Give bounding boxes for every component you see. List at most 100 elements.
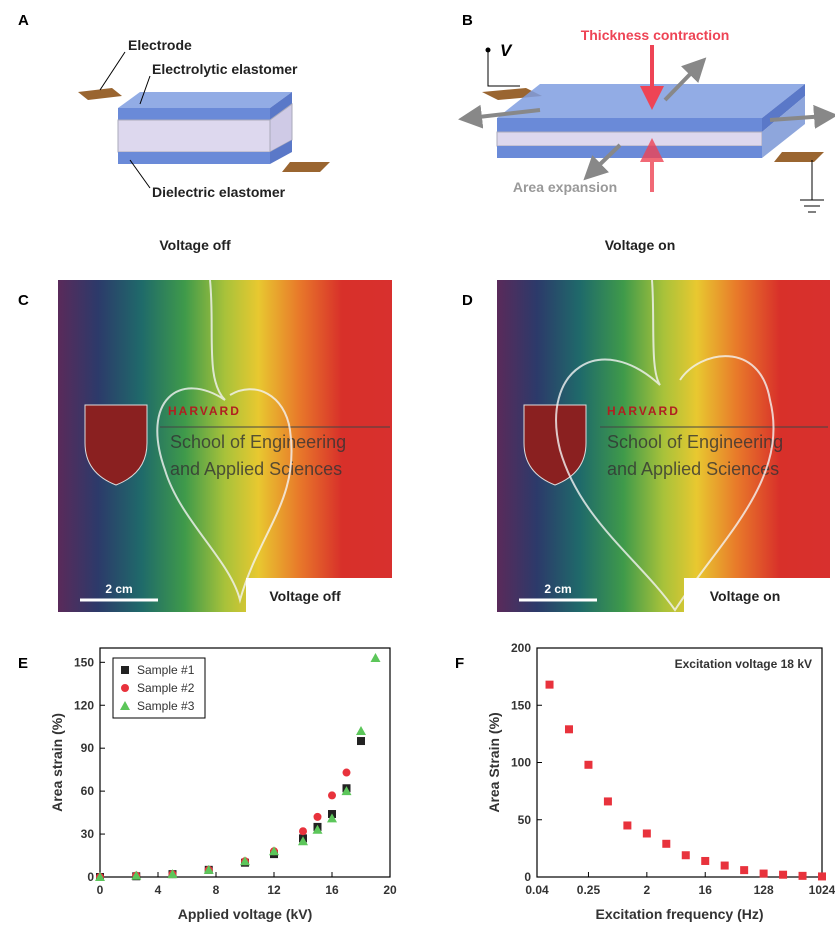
x-tick-label: 16 <box>325 883 339 897</box>
y-tick-label: 30 <box>81 827 95 841</box>
logo-text: HARVARD <box>607 404 680 418</box>
label: Area expansion <box>513 179 617 195</box>
page: A Electrode Electrolytic elastomer Diele… <box>0 0 835 939</box>
layer <box>118 108 270 120</box>
series <box>96 737 365 881</box>
x-tick-label: 0 <box>97 883 104 897</box>
point <box>343 769 351 777</box>
layer <box>497 118 762 132</box>
y-axis-label: Area strain (%) <box>49 713 65 812</box>
y-tick-label: 120 <box>74 698 94 712</box>
point <box>357 737 365 745</box>
x-tick-label: 8 <box>213 883 220 897</box>
x-tick-label: 4 <box>155 883 162 897</box>
voltage-symbol: V <box>500 41 513 60</box>
leader <box>130 160 150 188</box>
legend-label: Sample #2 <box>137 681 195 695</box>
panel-d: D HARVARD School of Engineering and Appl… <box>462 280 830 612</box>
y-tick-label: 0 <box>524 870 531 884</box>
point <box>701 857 709 865</box>
layer <box>118 120 270 152</box>
y-tick-label: 100 <box>511 756 531 770</box>
label: Electrolytic elastomer <box>152 61 298 77</box>
point <box>314 813 322 821</box>
x-axis-label: Applied voltage (kV) <box>178 906 313 922</box>
point <box>121 666 129 674</box>
logo-text: School of Engineering <box>170 432 346 452</box>
series <box>546 681 826 881</box>
x-tick-label: 0.04 <box>525 883 549 897</box>
point <box>604 797 612 805</box>
y-tick-label: 60 <box>81 784 95 798</box>
legend-label: Sample #1 <box>137 663 195 677</box>
legend: Sample #1 Sample #2 Sample #3 <box>113 658 205 718</box>
panel-b: B V Thickness contraction Area expansion… <box>462 12 826 253</box>
panel-letter: D <box>462 292 473 309</box>
point <box>721 862 729 870</box>
annotation: Excitation voltage 18 kV <box>675 657 812 671</box>
point <box>779 871 787 879</box>
point <box>799 872 807 880</box>
figure: A Electrode Electrolytic elastomer Diele… <box>0 0 835 934</box>
label: Dielectric elastomer <box>152 184 286 200</box>
caption: Voltage on <box>605 237 676 253</box>
electrode <box>282 162 330 172</box>
x-tick-label: 16 <box>699 883 713 897</box>
point <box>623 821 631 829</box>
panel-letter: A <box>18 12 29 29</box>
label: Electrode <box>128 37 192 53</box>
point <box>299 827 307 835</box>
point <box>356 726 366 735</box>
x-tick-label: 12 <box>267 883 281 897</box>
panel-a: A Electrode Electrolytic elastomer Diele… <box>18 12 330 253</box>
caption: Voltage on <box>710 588 781 604</box>
label: Thickness contraction <box>581 27 730 43</box>
point <box>760 870 768 878</box>
x-tick-label: 0.25 <box>577 883 601 897</box>
legend-label: Sample #3 <box>137 699 195 713</box>
logo-text: HARVARD <box>168 404 241 418</box>
panel-letter: F <box>455 655 464 672</box>
point <box>662 840 670 848</box>
y-tick-label: 150 <box>74 655 94 669</box>
caption: Voltage off <box>159 237 231 253</box>
logo-text: School of Engineering <box>607 432 783 452</box>
y-tick-label: 200 <box>511 641 531 655</box>
point <box>682 851 690 859</box>
panel-letter: C <box>18 292 29 309</box>
x-tick-label: 128 <box>754 883 774 897</box>
point <box>328 791 336 799</box>
series <box>96 769 351 881</box>
x-tick-label: 2 <box>643 883 650 897</box>
electrode <box>774 152 824 162</box>
logo-text: and Applied Sciences <box>607 459 779 479</box>
y-tick-label: 50 <box>518 813 532 827</box>
y-tick-label: 90 <box>81 741 95 755</box>
y-axis-label: Area Strain (%) <box>486 712 502 812</box>
point <box>121 684 129 692</box>
point <box>371 653 381 662</box>
layer <box>118 92 292 108</box>
plot-frame <box>537 648 822 877</box>
logo-text: and Applied Sciences <box>170 459 342 479</box>
panel-c: C HARVARD School of Engineering and Appl… <box>18 280 392 612</box>
point <box>565 725 573 733</box>
layer <box>497 132 762 146</box>
panel-letter: E <box>18 655 28 672</box>
scale-label: 2 cm <box>544 582 571 596</box>
point <box>546 681 554 689</box>
point <box>818 872 826 880</box>
layer <box>497 146 762 158</box>
x-axis-label: Excitation frequency (Hz) <box>595 906 763 922</box>
y-tick-label: 150 <box>511 698 531 712</box>
terminal <box>486 48 491 53</box>
scale-label: 2 cm <box>105 582 132 596</box>
caption: Voltage off <box>269 588 341 604</box>
point <box>740 866 748 874</box>
y-tick-label: 0 <box>87 870 94 884</box>
point <box>643 829 651 837</box>
x-tick-label: 1024 <box>809 883 835 897</box>
leader <box>100 52 125 90</box>
x-tick-label: 20 <box>383 883 397 897</box>
point <box>584 761 592 769</box>
